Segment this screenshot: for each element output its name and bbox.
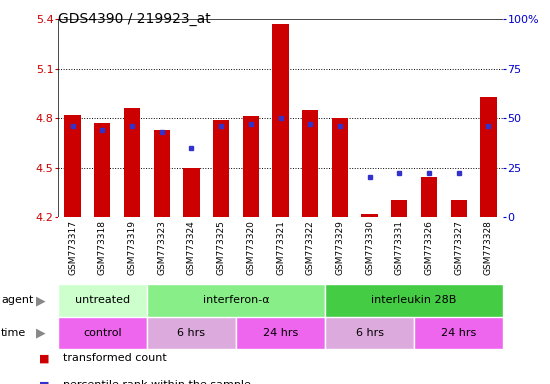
Bar [332,118,348,217]
Bar [391,200,408,217]
Bar [153,130,170,217]
Text: 24 hrs: 24 hrs [263,328,298,338]
Text: GSM773318: GSM773318 [98,220,107,275]
Bar [325,317,414,349]
Bar [480,97,497,217]
Text: percentile rank within the sample: percentile rank within the sample [63,380,251,384]
Text: GSM773330: GSM773330 [365,220,374,275]
Text: interferon-α: interferon-α [202,295,270,306]
Text: GSM773331: GSM773331 [395,220,404,275]
Text: ■: ■ [39,380,49,384]
Text: 6 hrs: 6 hrs [356,328,383,338]
Bar [213,120,229,217]
Text: GSM773327: GSM773327 [454,220,463,275]
Text: GSM773324: GSM773324 [187,220,196,275]
Text: control: control [83,328,122,338]
Bar [450,200,467,217]
Text: GSM773322: GSM773322 [306,220,315,275]
Bar [414,317,503,349]
Text: GSM773321: GSM773321 [276,220,285,275]
Text: agent: agent [1,295,34,306]
Text: GSM773329: GSM773329 [336,220,344,275]
Text: 6 hrs: 6 hrs [178,328,205,338]
Bar [58,317,147,349]
Text: interleukin 28B: interleukin 28B [371,295,457,306]
Bar [147,317,236,349]
Text: GDS4390 / 219923_at: GDS4390 / 219923_at [58,12,211,25]
Bar [325,284,503,317]
Text: ▶: ▶ [35,294,45,307]
Bar [302,110,318,217]
Bar [64,115,81,217]
Text: GSM773326: GSM773326 [425,220,433,275]
Text: ■: ■ [39,353,49,363]
Bar [272,24,289,217]
Text: GSM773319: GSM773319 [128,220,136,275]
Bar [94,123,111,217]
Bar [243,116,259,217]
Text: GSM773328: GSM773328 [484,220,493,275]
Text: transformed count: transformed count [63,353,167,363]
Bar [361,214,378,217]
Text: ▶: ▶ [35,327,45,339]
Bar [236,317,325,349]
Text: time: time [1,328,26,338]
Bar [58,284,147,317]
Bar [124,108,140,217]
Text: GSM773317: GSM773317 [68,220,77,275]
Text: untreated: untreated [75,295,130,306]
Text: GSM773320: GSM773320 [246,220,255,275]
Bar [147,284,325,317]
Text: GSM773323: GSM773323 [157,220,166,275]
Text: GSM773325: GSM773325 [217,220,226,275]
Bar [183,167,200,217]
Bar [421,177,437,217]
Text: 24 hrs: 24 hrs [441,328,476,338]
